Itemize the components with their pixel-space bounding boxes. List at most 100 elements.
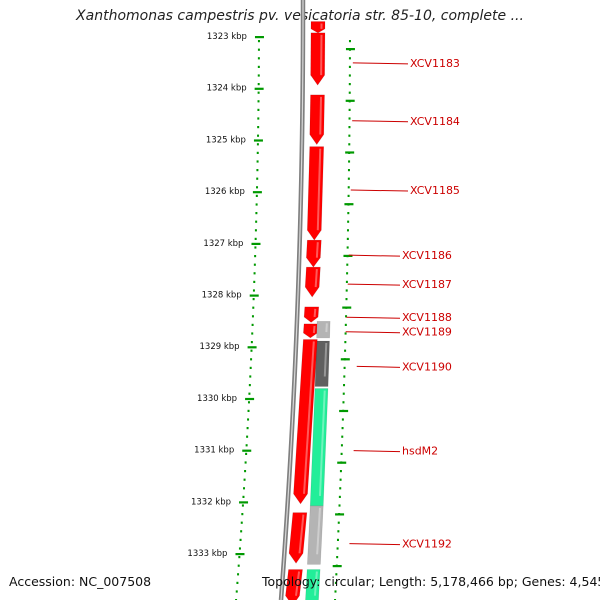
gene-label[interactable]: XCV1185 xyxy=(410,184,460,197)
guide-dot xyxy=(346,272,349,275)
guide-dot xyxy=(339,487,342,490)
guide-dot xyxy=(257,65,260,68)
gene-label[interactable]: hsdM2 xyxy=(402,445,438,458)
gene-label[interactable]: XCV1183 xyxy=(410,57,460,70)
guide-dot xyxy=(243,487,246,490)
guide-dot xyxy=(340,444,343,447)
gene-feature[interactable] xyxy=(285,569,303,600)
gene-label-leader xyxy=(350,189,409,192)
scale-tick-label: 1329 kbp xyxy=(200,342,240,352)
guide-dot xyxy=(250,349,253,352)
guide-dot xyxy=(343,366,346,369)
gene-labels[interactable]: XCV1183 XCV1184 XCV1185 XCV1186 XCV1187 XCV11… xyxy=(345,57,460,551)
scale-tick-left xyxy=(239,501,249,504)
guide-dot xyxy=(256,160,259,163)
scale-tick-label: 1328 kbp xyxy=(202,291,242,301)
gene-feature[interactable] xyxy=(303,323,319,339)
scale-tick-left xyxy=(242,449,252,452)
gene-label[interactable]: XCV1184 xyxy=(410,115,460,128)
map-title: Xanthomonas campestris pv. vesicatoria s… xyxy=(76,8,524,24)
gene-feature[interactable] xyxy=(288,512,308,564)
gene-feature[interactable] xyxy=(309,94,325,146)
gene-feature[interactable] xyxy=(310,21,326,34)
gene-feature[interactable] xyxy=(314,340,330,387)
gene-highlight xyxy=(295,571,301,596)
gene-feature[interactable] xyxy=(293,339,318,505)
gene-highlight xyxy=(313,571,318,596)
guide-dot xyxy=(340,452,343,455)
guide-dot xyxy=(250,341,253,344)
guide-dot xyxy=(347,220,350,223)
scale-tick-left xyxy=(254,87,264,90)
gene-feature[interactable] xyxy=(304,266,321,298)
guide-dot xyxy=(348,143,351,146)
gene-highlight xyxy=(316,507,321,555)
guide-dot xyxy=(257,117,260,120)
gene-label[interactable]: XCV1187 xyxy=(402,278,452,291)
guide-dot xyxy=(344,349,347,352)
guide-dot xyxy=(335,573,338,576)
guide-dot xyxy=(237,564,240,567)
guide-dot xyxy=(344,323,347,326)
guide-dot xyxy=(247,409,250,412)
guide-dot xyxy=(235,590,238,593)
gene-feature[interactable] xyxy=(303,306,320,323)
guide-dot xyxy=(244,461,247,464)
gene-label[interactable]: XCV1188 xyxy=(402,311,452,324)
guide-dot xyxy=(348,83,351,86)
guide-dot xyxy=(255,212,258,215)
guide-dot xyxy=(341,427,344,430)
guide-dot xyxy=(245,444,248,447)
gene-feature[interactable] xyxy=(307,505,324,565)
guide-dot xyxy=(254,255,257,258)
guide-dot xyxy=(246,435,249,438)
guide-dot xyxy=(342,392,345,395)
gene-feature[interactable] xyxy=(305,569,321,600)
gene-label[interactable]: XCV1189 xyxy=(402,326,452,339)
gene-label[interactable]: XCV1192 xyxy=(402,538,452,551)
guide-dot xyxy=(246,427,249,430)
scale-tick-left xyxy=(235,553,245,556)
guide-dot xyxy=(334,581,337,584)
gene-label-leader xyxy=(346,316,401,319)
guide-dot xyxy=(347,194,350,197)
guide-dot xyxy=(344,332,347,335)
guide-dot xyxy=(251,323,254,326)
gene-feature[interactable] xyxy=(306,239,322,268)
guide-dot xyxy=(257,48,260,51)
gene-feature[interactable] xyxy=(306,146,325,241)
scale-tick-right xyxy=(332,565,342,568)
guide-dot xyxy=(257,126,260,129)
gene-features[interactable] xyxy=(285,21,331,600)
scale-tick-left xyxy=(249,294,259,297)
guide-dot xyxy=(251,332,254,335)
guide-dot xyxy=(344,341,347,344)
gene-label[interactable]: XCV1190 xyxy=(402,360,452,373)
scale-tick-label: 1326 kbp xyxy=(205,187,245,197)
guide-dot xyxy=(348,126,351,129)
guide-dot xyxy=(242,495,245,498)
guide-dot xyxy=(255,203,258,206)
scale-tick-label: 1330 kbp xyxy=(197,394,237,404)
scale-tick-right xyxy=(339,409,349,413)
scale-tick-left xyxy=(254,36,264,39)
scale-tick-left xyxy=(252,191,262,194)
scale-tick-right xyxy=(345,48,355,51)
guide-dot xyxy=(348,160,351,163)
scale-tick-left xyxy=(251,242,261,245)
guide-dot xyxy=(348,108,351,111)
gene-feature[interactable] xyxy=(310,32,326,86)
guide-dot xyxy=(251,315,254,318)
guide-dot xyxy=(346,229,349,232)
guide-dot xyxy=(252,289,255,292)
gene-label-leader xyxy=(347,283,401,286)
guide-dot xyxy=(241,504,244,507)
guide-dot xyxy=(334,590,337,593)
guide-dot xyxy=(336,538,339,541)
gene-highlight xyxy=(319,96,323,135)
gene-label[interactable]: XCV1186 xyxy=(402,249,452,262)
gene-feature[interactable] xyxy=(316,321,331,339)
gene-label-leader xyxy=(352,62,409,65)
guide-dot xyxy=(347,212,350,215)
